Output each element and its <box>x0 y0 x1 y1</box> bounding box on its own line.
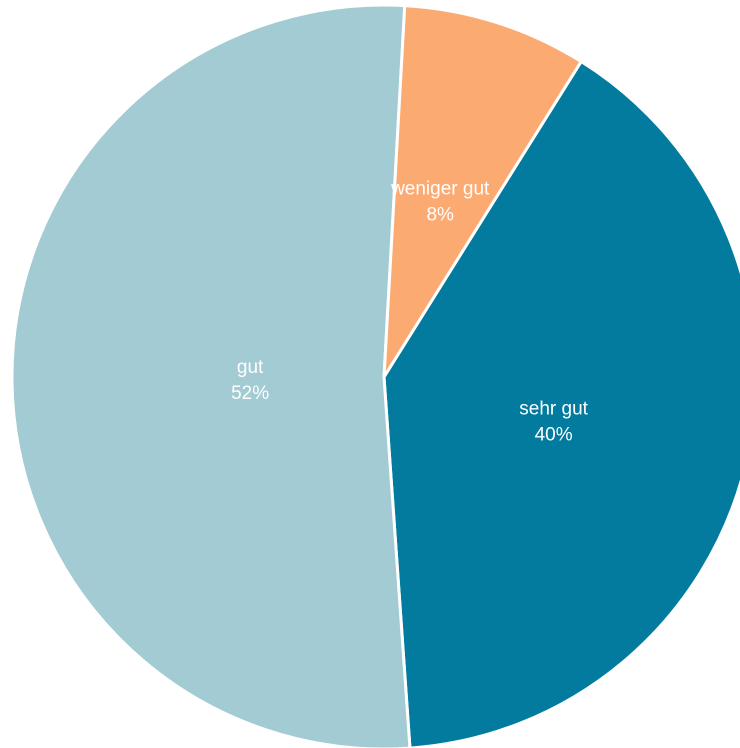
pie-slice-gut <box>10 3 412 748</box>
pie-labels: sehr gut 40% gut 52% weniger gut 8% <box>231 179 589 446</box>
pie-slice-sehr-gut <box>382 60 740 748</box>
pie-label-weniger-gut: weniger gut <box>390 179 490 200</box>
pie-label-gut: gut <box>237 357 264 378</box>
pie-slices <box>10 3 740 748</box>
pie-label-sehr-gut: sehr gut <box>519 398 588 419</box>
pie-value-gut: 52% <box>231 383 269 404</box>
pie-value-weniger-gut: 8% <box>426 205 454 226</box>
pie-slice-weniger-gut <box>382 4 583 379</box>
pie-value-sehr-gut: 40% <box>535 424 573 445</box>
